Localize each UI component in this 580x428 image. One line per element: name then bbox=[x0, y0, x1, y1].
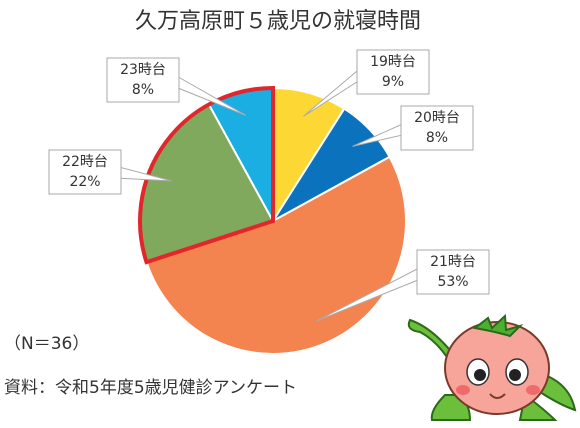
data-label: 19時台 9% bbox=[303, 49, 430, 117]
label-box-cover bbox=[402, 107, 472, 149]
pie-slice bbox=[145, 155, 407, 355]
category-label: 19時台 bbox=[370, 54, 416, 70]
label-box-cover bbox=[108, 59, 178, 101]
value-label: 9% bbox=[382, 74, 404, 90]
value-label: 8% bbox=[132, 82, 154, 98]
label-box-cover bbox=[50, 151, 120, 193]
data-label: 20時台 8% bbox=[352, 105, 474, 151]
value-label: 22% bbox=[69, 174, 100, 190]
note: 資料：令和5年度5歳児健診アンケート bbox=[4, 378, 297, 398]
highlight-outline bbox=[138, 85, 275, 265]
category-label: 23時台 bbox=[120, 62, 166, 78]
label-box-cover bbox=[358, 51, 428, 93]
value-label: 8% bbox=[426, 130, 448, 146]
chart-title: 久万高原町５歳児の就寝時間 bbox=[135, 9, 421, 34]
data-label: 21時台 53% bbox=[316, 249, 490, 322]
category-label: 21時台 bbox=[430, 254, 476, 270]
category-label: 20時台 bbox=[414, 110, 460, 126]
label-box-cover bbox=[418, 251, 488, 293]
data-label: 22時台 22% bbox=[48, 149, 172, 195]
value-label: 53% bbox=[437, 274, 468, 290]
note: （N＝36） bbox=[4, 334, 89, 354]
category-label: 22時台 bbox=[62, 154, 108, 170]
mascot bbox=[407, 313, 577, 421]
data-label: 23時台 8% bbox=[106, 57, 247, 116]
